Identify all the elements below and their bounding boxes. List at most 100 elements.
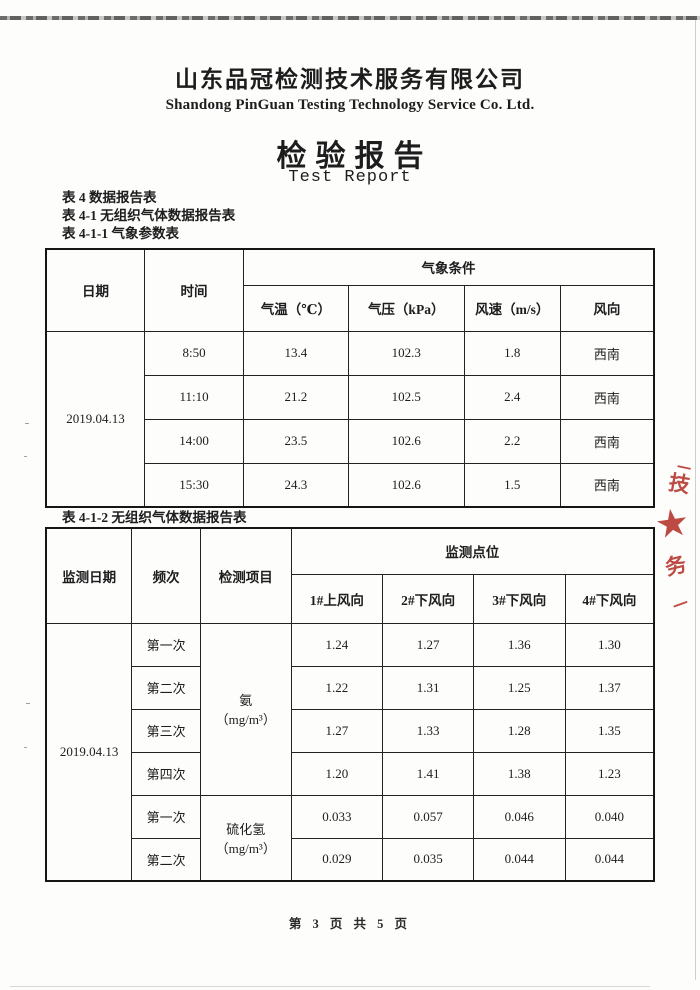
gas-value-cell: 0.029: [290, 837, 384, 882]
gas-item-unit: （mg/m³）: [215, 840, 276, 856]
weather-time-cell: 14:00: [143, 418, 245, 464]
gas-value-cell: 1.37: [564, 665, 655, 710]
weather-temp-cell: 21.2: [243, 374, 349, 420]
gas-header-freq: 频次: [131, 527, 201, 624]
gas-value-cell: 1.38: [472, 751, 566, 796]
gas-item-name: 氨: [239, 693, 253, 708]
gas-item-h2s-cell: 硫化氢 （mg/m³）: [199, 794, 292, 882]
scan-speck: [24, 747, 27, 748]
gas-header-date: 监测日期: [45, 527, 133, 624]
weather-time-cell: 15:30: [143, 462, 245, 508]
company-name-en: Shandong PinGuan Testing Technology Serv…: [165, 97, 535, 113]
gas-header-item: 检测项目: [199, 527, 292, 624]
weather-time-cell: 8:50: [143, 330, 245, 376]
page-number: 第 3 页 共 5 页: [288, 917, 412, 931]
gas-header-point-1: 1#上风向: [290, 573, 384, 624]
weather-wind-speed-cell: 2.4: [463, 374, 561, 420]
weather-table: 日期 时间 气象条件 气温（℃） 气压（kPa） 风速（m/s） 风向 2019…: [45, 248, 655, 508]
gas-value-cell: 1.27: [290, 708, 384, 753]
weather-header-wind-speed: 风速（m/s）: [463, 284, 561, 332]
gas-row: 第二次 0.029 0.035 0.044 0.044: [46, 837, 655, 882]
weather-wind-dir-cell: 西南: [559, 374, 655, 420]
scan-edge-line: [695, 20, 696, 980]
seal-character: 务: [662, 551, 689, 581]
scan-speck: [25, 423, 29, 424]
gas-value-cell: 1.28: [472, 708, 566, 753]
report-title-en: Test Report: [288, 168, 412, 187]
gas-value-cell: 1.35: [564, 708, 655, 753]
weather-header-pressure: 气压（kPa）: [347, 284, 465, 332]
weather-temp-cell: 24.3: [243, 462, 349, 508]
seal-stroke: 一: [671, 595, 691, 616]
weather-wind-dir-cell: 西南: [559, 330, 655, 376]
gas-header-group: 监测点位: [290, 527, 655, 575]
weather-temp-cell: 23.5: [243, 418, 349, 464]
red-seal-fragment: 一 技 ★ 务 一: [655, 452, 700, 622]
gas-item-ammonia-cell: 氨 （mg/m³）: [199, 622, 292, 796]
weather-header-date: 日期: [45, 248, 145, 332]
gas-value-cell: 1.20: [290, 751, 384, 796]
weather-header-temp: 气温（℃）: [243, 284, 349, 332]
weather-row: 14:00 23.5 102.6 2.2 西南: [46, 418, 655, 464]
gas-header-point-3: 3#下风向: [472, 573, 566, 624]
weather-date-cell: 2019.04.13: [45, 330, 145, 508]
gas-value-cell: 1.30: [564, 622, 655, 667]
gas-header-point-2: 2#下风向: [382, 573, 474, 624]
gas-value-cell: 0.033: [290, 794, 384, 839]
gas-freq-cell: 第二次: [131, 837, 201, 882]
weather-wind-speed-cell: 1.5: [463, 462, 561, 508]
gas-value-cell: 1.27: [382, 622, 474, 667]
label-table-4: 表 4 数据报告表: [62, 190, 157, 205]
gas-table: 监测日期 频次 检测项目 监测点位 1#上风向 2#下风向 3#下风向 4#下风…: [45, 527, 655, 882]
gas-row: 第一次 硫化氢 （mg/m³） 0.033 0.057 0.046 0.040: [46, 794, 655, 882]
seal-character: 技: [666, 470, 692, 498]
gas-freq-cell: 第一次: [131, 622, 201, 667]
weather-header-group: 气象条件: [243, 248, 655, 286]
label-table-4-1-2: 表 4-1-2 无组织气体数据报告表: [62, 510, 247, 525]
gas-row: 第四次 1.20 1.41 1.38 1.23: [46, 751, 655, 796]
company-name-cn: 山东品冠检测技术服务有限公司: [175, 67, 525, 92]
gas-value-cell: 1.23: [564, 751, 655, 796]
scan-edge-line-bottom: [10, 986, 650, 987]
weather-temp-cell: 13.4: [243, 330, 349, 376]
gas-value-cell: 0.035: [382, 837, 474, 882]
scan-speck: [24, 456, 27, 457]
weather-pressure-cell: 102.3: [347, 330, 465, 376]
weather-wind-dir-cell: 西南: [559, 418, 655, 464]
gas-value-cell: 1.24: [290, 622, 384, 667]
gas-freq-cell: 第四次: [131, 751, 201, 796]
gas-freq-cell: 第二次: [131, 665, 201, 710]
gas-row: 2019.04.13 第一次 氨 （mg/m³） 1.24 1.27 1.36 …: [45, 622, 655, 882]
gas-value-cell: 1.22: [290, 665, 384, 710]
gas-value-cell: 1.41: [382, 751, 474, 796]
gas-value-cell: 0.046: [472, 794, 566, 839]
gas-value-cell: 0.057: [382, 794, 474, 839]
gas-header-point-4: 4#下风向: [564, 573, 655, 624]
scan-edge-artifact: [0, 16, 700, 20]
gas-freq-cell: 第三次: [131, 708, 201, 753]
weather-header-wind-dir: 风向: [559, 284, 655, 332]
label-table-4-1: 表 4-1 无组织气体数据报告表: [62, 208, 236, 223]
gas-row: 第二次 1.22 1.31 1.25 1.37: [46, 665, 655, 710]
weather-row: 11:10 21.2 102.5 2.4 西南: [46, 374, 655, 420]
gas-value-cell: 0.044: [472, 837, 566, 882]
weather-wind-speed-cell: 2.2: [463, 418, 561, 464]
gas-value-cell: 1.36: [472, 622, 566, 667]
report-title-cn: 检验报告: [276, 140, 433, 173]
gas-freq-cell: 第一次: [131, 794, 201, 839]
weather-time-cell: 11:10: [143, 374, 245, 420]
weather-pressure-cell: 102.6: [347, 462, 465, 508]
label-table-4-1-1: 表 4-1-1 气象参数表: [62, 226, 179, 241]
gas-value-cell: 1.31: [382, 665, 474, 710]
weather-pressure-cell: 102.5: [347, 374, 465, 420]
gas-value-cell: 1.33: [382, 708, 474, 753]
weather-wind-speed-cell: 1.8: [463, 330, 561, 376]
gas-date-cell: 2019.04.13: [45, 622, 133, 882]
table-label-block: 表 4 数据报告表 表 4-1 无组织气体数据报告表 表 4-1-1 气象参数表: [62, 189, 235, 243]
weather-row: 2019.04.13 8:50 13.4 102.3 1.8 西南: [45, 330, 655, 508]
gas-value-cell: 0.044: [564, 837, 655, 882]
weather-pressure-cell: 102.6: [347, 418, 465, 464]
gas-row: 第三次 1.27 1.33 1.28 1.35: [46, 708, 655, 753]
gas-value-cell: 0.040: [564, 794, 655, 839]
